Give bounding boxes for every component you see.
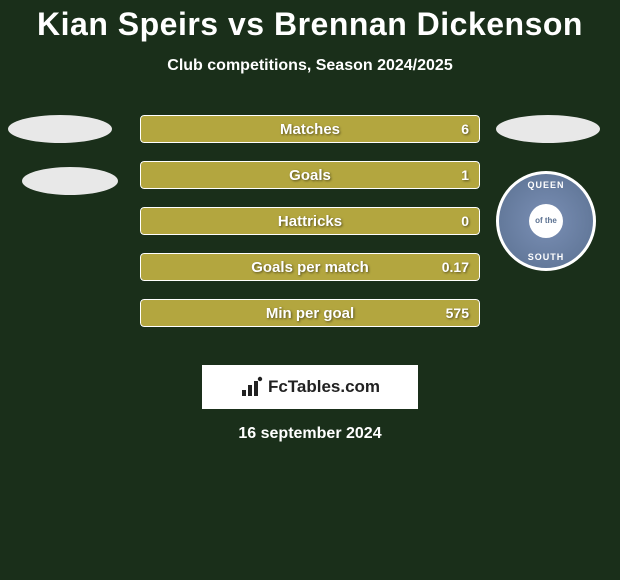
stat-label: Goals per match <box>251 259 369 276</box>
bars-icon <box>240 376 264 398</box>
badge-center: of the <box>529 204 563 238</box>
logo-text: FcTables.com <box>268 377 380 397</box>
stat-value: 6 <box>461 121 469 137</box>
stat-value: 1 <box>461 167 469 183</box>
bar-fill: Goals per match 0.17 <box>140 253 480 281</box>
stat-label: Min per goal <box>266 305 354 322</box>
bar-fill: Min per goal 575 <box>140 299 480 327</box>
stat-value: 0 <box>461 213 469 229</box>
chart-area: QUEEN of the SOUTH Matches 6 Goals 1 Hat… <box>0 115 620 355</box>
stat-bar: Goals per match 0.17 <box>140 253 480 281</box>
portrait-ellipse <box>22 167 118 195</box>
stat-bar: Matches 6 <box>140 115 480 143</box>
badge-top-text: QUEEN <box>527 180 564 190</box>
player-right-portrait: QUEEN of the SOUTH <box>496 115 600 271</box>
stat-bar: Min per goal 575 <box>140 299 480 327</box>
stat-label: Hattricks <box>278 213 342 230</box>
bar-fill: Goals 1 <box>140 161 480 189</box>
stat-value: 0.17 <box>442 259 469 275</box>
stat-bar: Hattricks 0 <box>140 207 480 235</box>
badge-bottom-text: SOUTH <box>528 252 565 262</box>
stat-label: Matches <box>280 121 340 138</box>
bar-fill: Matches 6 <box>140 115 480 143</box>
season-subtitle: Club competitions, Season 2024/2025 <box>0 57 620 75</box>
stat-label: Goals <box>289 167 331 184</box>
portrait-ellipse <box>8 115 112 143</box>
club-badge: QUEEN of the SOUTH <box>496 171 596 271</box>
player-left-portrait <box>8 115 118 219</box>
snapshot-date: 16 september 2024 <box>0 425 620 443</box>
stat-value: 575 <box>446 305 469 321</box>
portrait-ellipse <box>496 115 600 143</box>
comparison-title: Kian Speirs vs Brennan Dickenson <box>0 0 620 43</box>
stat-bars: Matches 6 Goals 1 Hattricks 0 Goals per … <box>140 115 480 345</box>
bar-fill: Hattricks 0 <box>140 207 480 235</box>
stat-bar: Goals 1 <box>140 161 480 189</box>
fctables-logo[interactable]: FcTables.com <box>202 365 418 409</box>
